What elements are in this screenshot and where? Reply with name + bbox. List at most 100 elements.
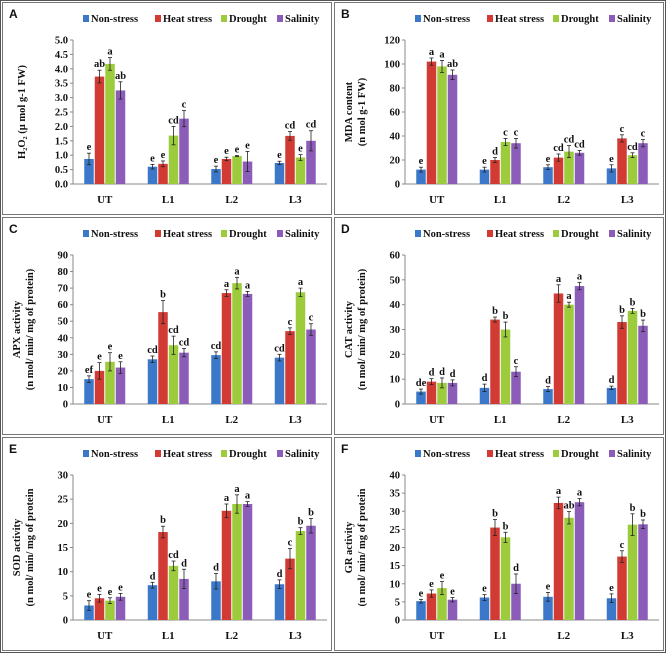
significance-letter: a: [566, 291, 572, 302]
significance-letter: c: [288, 317, 293, 328]
x-tick-label: L3: [289, 414, 302, 426]
legend-label: Non-stress: [423, 449, 470, 460]
significance-letter: e: [450, 587, 455, 598]
significance-letter: a: [224, 493, 230, 504]
panel-label: E: [9, 442, 17, 456]
significance-letter: ab: [563, 501, 574, 512]
bar: [84, 605, 94, 620]
x-tick-label: L2: [225, 194, 238, 206]
significance-letter: e: [97, 352, 102, 363]
y-tick-label: 0.0: [55, 180, 68, 191]
bar: [511, 371, 521, 404]
bar: [447, 599, 458, 620]
panel-label: B: [341, 7, 350, 21]
significance-letter: cd: [168, 325, 179, 336]
significance-letter: c: [514, 356, 519, 367]
legend-label: Non-stress: [91, 229, 138, 240]
legend-swatch: [221, 230, 227, 237]
significance-letter: c: [503, 127, 508, 138]
y-tick-label: 15: [58, 543, 69, 554]
significance-letter: c: [288, 537, 293, 548]
bar: [437, 382, 447, 404]
significance-letter: cd: [147, 345, 158, 356]
significance-letter: b: [492, 306, 498, 317]
y-tick-label: 30: [390, 325, 401, 336]
bar: [242, 293, 253, 404]
significance-letter: a: [556, 274, 562, 285]
significance-letter: b: [308, 508, 314, 519]
legend-swatch: [415, 15, 421, 22]
bar: [617, 556, 627, 620]
bar: [479, 387, 490, 404]
y-tick-label: 35: [390, 489, 401, 500]
bar: [553, 157, 564, 184]
y-tick-label: 50: [390, 275, 401, 286]
bar: [306, 140, 316, 184]
y-tick-label: 0: [395, 400, 400, 411]
legend-swatch: [553, 450, 559, 457]
significance-letter: b: [492, 509, 498, 520]
significance-letter: cd: [285, 121, 296, 132]
significance-letter: b: [640, 309, 646, 320]
y-axis-label: (n mol/ min/ mg of protein): [357, 268, 368, 390]
significance-letter: d: [181, 558, 187, 569]
significance-letter: b: [630, 503, 636, 514]
significance-letter: e: [150, 153, 155, 164]
bar: [511, 143, 521, 184]
significance-letter: a: [439, 49, 445, 60]
significance-letter: cd: [574, 139, 585, 150]
bar: [285, 558, 295, 620]
bar: [306, 525, 316, 620]
bar: [638, 143, 648, 184]
significance-letter: e: [161, 150, 166, 161]
bar: [511, 583, 521, 620]
bar: [627, 524, 638, 620]
significance-letter: d: [545, 376, 551, 387]
significance-letter: b: [503, 521, 509, 532]
bar: [147, 585, 158, 620]
bar: [115, 596, 126, 620]
y-tick-label: 15: [390, 561, 401, 572]
significance-letter: a: [556, 486, 562, 497]
legend-label: Drought: [229, 14, 267, 25]
legend-swatch: [487, 15, 493, 22]
bar: [168, 345, 179, 404]
bar: [168, 135, 179, 184]
chart-f: F Non-stress Heat stress Drought Salinity 0 5 1…: [341, 442, 659, 642]
significance-letter: d: [450, 369, 456, 380]
legend-swatch: [609, 230, 615, 237]
y-tick-label: 0: [395, 180, 400, 191]
x-tick-label: L2: [557, 630, 570, 642]
significance-letter: ef: [85, 365, 94, 376]
x-tick-label: UT: [97, 194, 113, 206]
bar: [94, 598, 105, 620]
significance-letter: cd: [168, 115, 179, 126]
bar: [638, 524, 648, 620]
bar: [543, 596, 553, 620]
bar: [490, 160, 500, 184]
y-tick-label: 1.5: [55, 136, 68, 147]
bar: [617, 322, 627, 404]
panel-label: F: [341, 442, 348, 456]
bar: [295, 531, 306, 620]
significance-letter: d: [150, 571, 156, 582]
y-axis-label: APX activity: [12, 300, 23, 358]
significance-letter: d: [439, 367, 445, 378]
significance-letter: a: [429, 47, 435, 58]
significance-letter: e: [482, 156, 487, 167]
legend-label: Salinity: [617, 449, 652, 460]
legend-swatch: [553, 15, 559, 22]
legend-label: Heat stress: [495, 449, 544, 460]
y-tick-label: 80: [58, 267, 69, 278]
x-tick-label: L1: [162, 194, 175, 206]
y-tick-label: 90: [58, 251, 69, 262]
significance-letter: a: [234, 266, 240, 277]
bar: [179, 118, 189, 184]
legend-label: Heat stress: [163, 229, 212, 240]
y-tick-label: 5: [395, 597, 400, 608]
legend-swatch: [553, 230, 559, 237]
bar: [606, 168, 617, 184]
bar: [115, 367, 126, 404]
x-tick-label: UT: [429, 414, 445, 426]
significance-letter: e: [482, 584, 487, 595]
